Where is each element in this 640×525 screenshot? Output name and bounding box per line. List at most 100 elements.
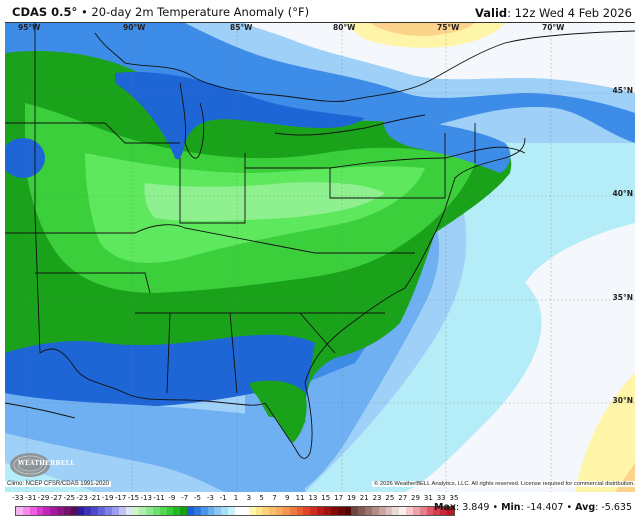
avg-label: Avg [575,502,596,513]
model-name: CDAS 0.5° [12,5,78,19]
colorbar-tick-label: 31 [423,494,433,502]
colorbar-swatch [36,507,44,515]
avg-value: : -5.635 [595,502,632,513]
colorbar-swatch [248,507,256,515]
lon-label: 85°W [230,23,253,32]
colorbar-swatch [440,507,448,515]
colorbar-swatch [412,507,420,515]
colorbar-tick-label: -31 [25,494,37,502]
colorbar-swatch [365,507,372,515]
lon-label: 80°W [333,23,356,32]
colorbar-tick-label: 9 [285,494,290,502]
field-stats: Max: 3.849 • Min: -14.407 • Avg: -5.635 [434,502,632,513]
max-value: : 3.849 [456,502,490,513]
valid-time: Valid: 12z Wed 4 Feb 2026 [475,6,632,20]
colorbar-swatch [193,507,201,515]
colorbar-swatch [228,507,235,515]
colorbar-swatch [241,507,249,515]
colorbar-swatch [104,507,112,515]
map-title: CDAS 0.5° • 20-day 2m Temperature Anomal… [12,5,309,19]
colorbar-swatch [159,507,167,515]
stats-separator: • [489,502,502,513]
product-name: 20-day 2m Temperature Anomaly (°F) [91,5,310,19]
colorbar-swatch [378,507,386,515]
title-separator: • [80,5,88,19]
colorbar-swatch [187,507,194,515]
colorbar-swatch [111,507,119,515]
colorbar-tick-label: 15 [321,494,331,502]
colorbar-tick-label: 33 [436,494,446,502]
colorbar-swatch [98,507,105,515]
colorbar-swatch [70,507,78,515]
colorbar-swatch [255,507,263,515]
colorbar-swatch [419,507,427,515]
colorbar-tick-label: -19 [102,494,114,502]
colorbar-tick-label: 19 [346,494,356,502]
lon-label: 90°W [123,23,146,32]
colorbar-swatch [166,507,174,515]
colorbar-swatch [77,507,85,515]
colorbar-tick-label: -17 [114,494,127,502]
colorbar-swatch [173,507,181,515]
colorbar-tick-label: -3 [206,494,214,502]
colorbar-swatch [282,507,290,515]
colorbar-swatch [392,507,400,515]
min-label: Min [501,502,521,513]
colorbar-tick-label: 7 [272,494,277,502]
colorbar-swatch [91,507,99,515]
colorbar-swatch [310,507,318,515]
colorbar-swatch [152,507,160,515]
colorbar-tick-label: -9 [168,494,176,502]
logo-text: WEATHERBELL [18,460,75,467]
colorbar-swatch [221,507,229,515]
map-contours [5,23,635,492]
colorbar-swatch [132,507,140,515]
colorbar-tick-label: 1 [233,494,239,502]
colorbar-swatch [214,507,222,515]
colorbar-swatch [330,507,338,515]
colorbar-swatch [262,507,270,515]
climo-note: Climo: NCEP CFSR/CDAS 1991-2020 [5,481,111,487]
colorbar-tick-label: -23 [76,494,88,502]
colorbar-tick-label: 3 [246,494,252,502]
colorbar-tick-label: 25 [385,494,395,502]
colorbar-swatch [447,507,454,515]
max-label: Max [434,502,457,513]
min-value: : -14.407 [520,502,564,513]
colorbar-swatch [22,507,30,515]
colorbar-tick-label: 13 [308,494,318,502]
colorbar-tick-label: 23 [372,494,382,502]
colorbar-tick-label: 35 [449,494,459,502]
lon-label: 95°W [18,23,41,32]
colorbar-tick-label: 27 [398,494,408,502]
lat-label: 35°N [612,293,633,302]
colorbar-swatch [344,507,352,515]
colorbar-swatch [146,507,153,515]
valid-label: Valid [475,6,508,20]
valid-value: : 12z Wed 4 Feb 2026 [507,6,632,20]
colorbar-swatch [399,507,407,515]
colorbar-swatch [358,507,366,515]
colorbar-tick-label: -1 [219,494,227,502]
colorbar-swatch [29,507,37,515]
colorbar-tick-label: -13 [140,494,152,502]
lat-label: 40°N [612,189,633,198]
colorbar-swatch [433,507,441,515]
lon-label: 75°W [437,23,460,32]
colorbar-tick-label: -11 [153,494,165,502]
stats-separator: • [563,502,576,513]
colorbar-swatch [200,507,208,515]
logo-swirl-icon [10,453,50,477]
colorbar-swatch [118,507,126,515]
header: CDAS 0.5° • 20-day 2m Temperature Anomal… [0,0,640,22]
colorbar-swatch [351,507,359,515]
anomaly-map: 95°W 90°W 85°W 80°W 75°W 70°W 45°N 40°N … [5,22,635,492]
colorbar-tick-label: 17 [334,494,344,502]
colorbar [15,506,455,516]
colorbar-swatch [235,507,242,515]
colorbar-swatch [426,507,434,515]
colorbar-tick-label: -21 [89,494,101,502]
colorbar-swatch [84,507,92,515]
colorbar-swatch [323,507,331,515]
lat-label: 45°N [612,86,633,95]
